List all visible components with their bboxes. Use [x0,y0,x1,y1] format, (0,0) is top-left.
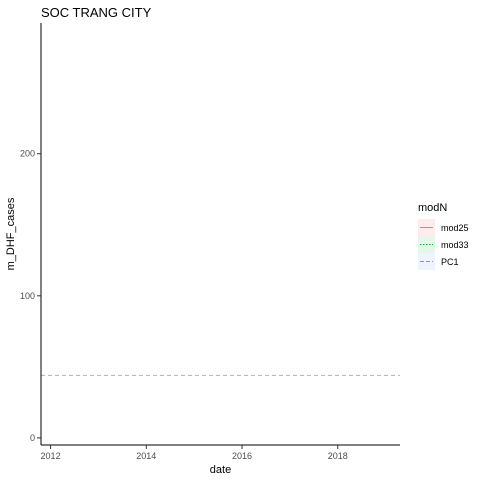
legend-label: mod33 [441,240,469,250]
x-tick-label: 2016 [232,451,252,461]
y-tick-label: 0 [30,433,35,443]
x-tick-label: 2012 [41,451,61,461]
chart-title: SOC TRANG CITY [41,5,152,20]
y-axis-title: m_DHF_cases [5,197,17,270]
x-tick-label: 2018 [328,451,348,461]
y-tick-label: 100 [20,291,35,301]
x-axis-title: date [210,464,231,476]
legend-title: modN [418,202,447,214]
x-axis-ticks: 2012 2014 2016 2018 [41,445,348,461]
legend: modN mod25 mod33 PC1 [418,202,469,270]
y-axis-ticks: 0 100 200 [20,149,41,443]
y-tick-label: 200 [20,149,35,159]
legend-label: mod25 [441,223,469,233]
legend-label: PC1 [441,257,459,267]
x-tick-label: 2014 [136,451,156,461]
